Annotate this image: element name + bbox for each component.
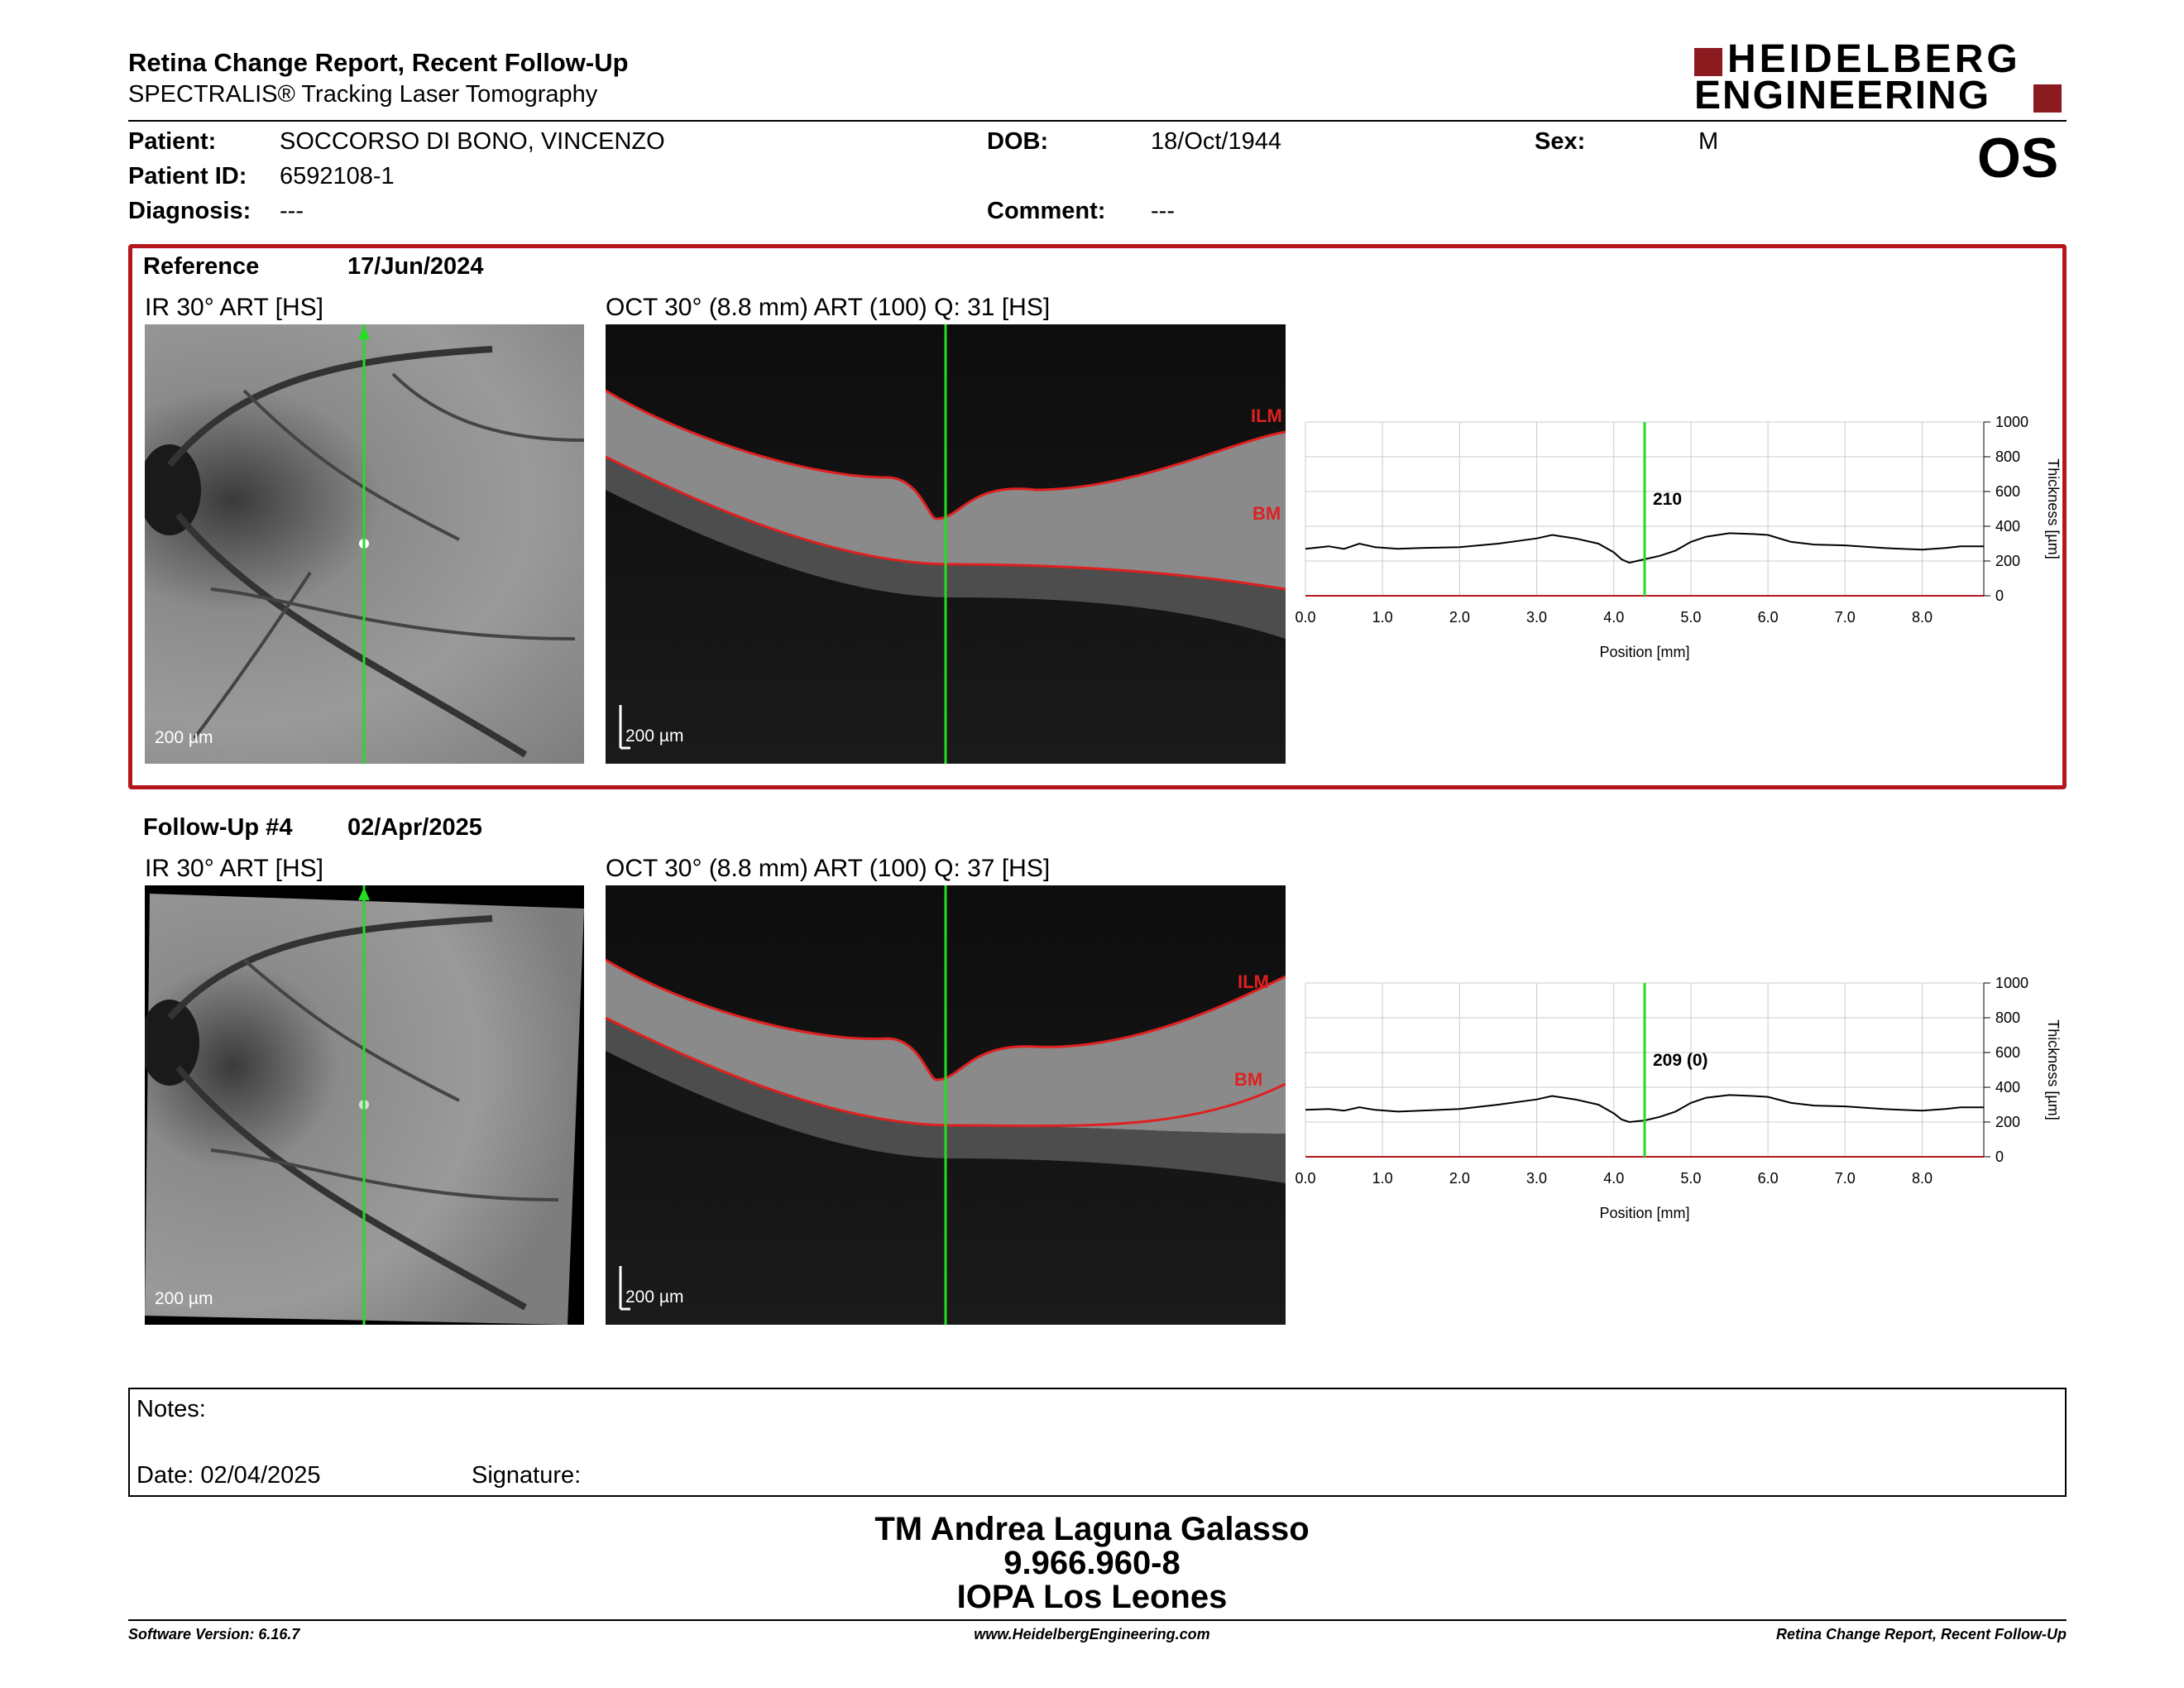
y-tick-label: 600 <box>1995 1044 2020 1061</box>
patient-label: Patient: <box>128 128 217 155</box>
signature-label: Signature: <box>472 1462 582 1489</box>
footer-website[interactable]: www.HeidelbergEngineering.com <box>974 1626 1210 1642</box>
thickness-series-line <box>1305 1094 1984 1124</box>
reference-bm-label: BM <box>1252 503 1281 524</box>
x-tick-label: 7.0 <box>1835 1170 1856 1187</box>
sex-label: Sex: <box>1535 128 1586 155</box>
patient-id-label: Patient ID: <box>128 163 247 189</box>
brand-line-2: ENGINEERING <box>1694 74 1991 117</box>
marker-value-label: 210 <box>1653 490 1682 509</box>
header-divider <box>128 120 2067 122</box>
x-tick-label: 2.0 <box>1449 1170 1470 1187</box>
patient-id-value: 6592108-1 <box>280 163 395 189</box>
notes-box: Notes: Date: 02/04/2025 Signature: <box>128 1388 2067 1497</box>
footer-divider <box>128 1619 2067 1621</box>
followup-thickness-chart: 0 200 400 600 800 1000 0.0 1.0 2.0 3.0 4.0 5.0 6.0 7.… <box>1295 975 2062 1221</box>
y-tick-label: 1000 <box>1995 975 2028 991</box>
x-tick-label: 4.0 <box>1603 1170 1624 1187</box>
x-tick-label: 3.0 <box>1526 609 1547 626</box>
y-axis-label: Thickness [µm] <box>2045 1019 2062 1120</box>
brand-line-1: HEIDELBERG <box>1727 37 2021 81</box>
dob-label: DOB: <box>987 128 1049 155</box>
signer-name: TM Andrea Laguna Galasso <box>874 1511 1310 1547</box>
y-tick-label: 200 <box>1995 1114 2020 1130</box>
comment-value: --- <box>1151 198 1175 224</box>
x-tick-label: 5.0 <box>1680 609 1701 626</box>
reference-date: 17/Jun/2024 <box>347 253 484 280</box>
followup-oct-bscan <box>606 885 1286 1325</box>
followup-ir-vessels <box>145 885 584 1325</box>
x-tick-label: 8.0 <box>1912 1170 1933 1187</box>
x-tick-label: 7.0 <box>1835 609 1856 626</box>
marker-value-label: 209 (0) <box>1653 1051 1708 1070</box>
x-tick-label: 8.0 <box>1912 609 1933 626</box>
followup-ir-scale: 200 µm <box>155 1289 213 1308</box>
diagnosis-value: --- <box>280 198 304 224</box>
reference-oct-image: ILM BM 200 µm <box>606 324 1286 764</box>
followup-label: Follow-Up #4 <box>143 814 293 841</box>
y-tick-label: 0 <box>1995 587 2004 604</box>
x-tick-label: 6.0 <box>1758 1170 1779 1187</box>
reference-oct-bscan <box>606 324 1286 764</box>
x-tick-label: 4.0 <box>1603 609 1624 626</box>
y-tick-label: 1000 <box>1995 414 2028 430</box>
y-axis-label: Thickness [µm] <box>2045 458 2062 559</box>
signer-id: 9.966.960-8 <box>1003 1545 1181 1581</box>
y-tick-label: 200 <box>1995 553 2020 569</box>
sex-value: M <box>1698 128 1719 155</box>
y-tick-label: 600 <box>1995 483 2020 500</box>
x-tick-label: 1.0 <box>1372 609 1393 626</box>
diagnosis-label: Diagnosis: <box>128 198 251 224</box>
reference-ir-scale: 200 µm <box>155 728 213 747</box>
followup-ir-title: IR 30° ART [HS] <box>145 855 323 882</box>
signer-organization: IOPA Los Leones <box>956 1579 1228 1615</box>
x-tick-label: 0.0 <box>1295 609 1315 626</box>
y-tick-label: 400 <box>1995 1079 2020 1096</box>
reference-label: Reference <box>143 253 260 280</box>
reference-ir-vessels <box>145 324 584 764</box>
followup-bm-label: BM <box>1234 1069 1263 1090</box>
followup-ir-image: 200 µm <box>145 885 584 1325</box>
reference-ilm-label: ILM <box>1251 405 1282 426</box>
x-axis-label: Position [mm] <box>1599 1205 1689 1221</box>
reference-oct-title: OCT 30° (8.8 mm) ART (100) Q: 31 [HS] <box>606 294 1051 321</box>
reference-highlight-box <box>128 244 2067 789</box>
reference-ir-image: 200 µm <box>145 324 584 764</box>
followup-date: 02/Apr/2025 <box>347 814 482 841</box>
report-title: Retina Change Report, Recent Follow-Up <box>128 48 629 77</box>
reference-oct-scale: 200 µm <box>625 727 684 746</box>
followup-ilm-label: ILM <box>1238 971 1269 992</box>
x-tick-label: 0.0 <box>1295 1170 1315 1187</box>
y-tick-label: 0 <box>1995 1149 2004 1165</box>
footer-report-name: Retina Change Report, Recent Follow-Up <box>1775 1626 2067 1642</box>
x-axis-label: Position [mm] <box>1599 644 1689 660</box>
followup-oct-scale: 200 µm <box>625 1288 684 1307</box>
y-tick-label: 800 <box>1995 448 2020 465</box>
reference-thickness-chart: 0 200 400 600 800 1000 0.0 1.0 2.0 3.0 4.0 5.0 6.0 7.… <box>1295 414 2062 660</box>
notes-date: Date: 02/04/2025 <box>136 1462 321 1489</box>
y-tick-label: 800 <box>1995 1009 2020 1026</box>
footer-software-version: Software Version: 6.16.7 <box>128 1626 300 1642</box>
logo-square-bottom <box>2033 84 2062 113</box>
dob-value: 18/Oct/1944 <box>1151 128 1281 155</box>
followup-oct-title: OCT 30° (8.8 mm) ART (100) Q: 37 [HS] <box>606 855 1051 882</box>
thickness-series-line <box>1305 532 1984 564</box>
logo-square-top <box>1694 48 1722 76</box>
patient-name: SOCCORSO DI BONO, VINCENZO <box>280 128 665 155</box>
comment-label: Comment: <box>987 198 1106 224</box>
x-tick-label: 6.0 <box>1758 609 1779 626</box>
x-tick-label: 3.0 <box>1526 1170 1547 1187</box>
reference-ir-title: IR 30° ART [HS] <box>145 294 323 321</box>
followup-oct-image: ILM BM 200 µm <box>606 885 1286 1325</box>
x-tick-label: 2.0 <box>1449 609 1470 626</box>
eye-label: OS <box>1977 127 2059 189</box>
x-tick-label: 5.0 <box>1680 1170 1701 1187</box>
x-tick-label: 1.0 <box>1372 1170 1393 1187</box>
notes-label: Notes: <box>136 1396 206 1422</box>
report-subtitle: SPECTRALIS® Tracking Laser Tomography <box>128 81 598 108</box>
y-tick-label: 400 <box>1995 518 2020 535</box>
